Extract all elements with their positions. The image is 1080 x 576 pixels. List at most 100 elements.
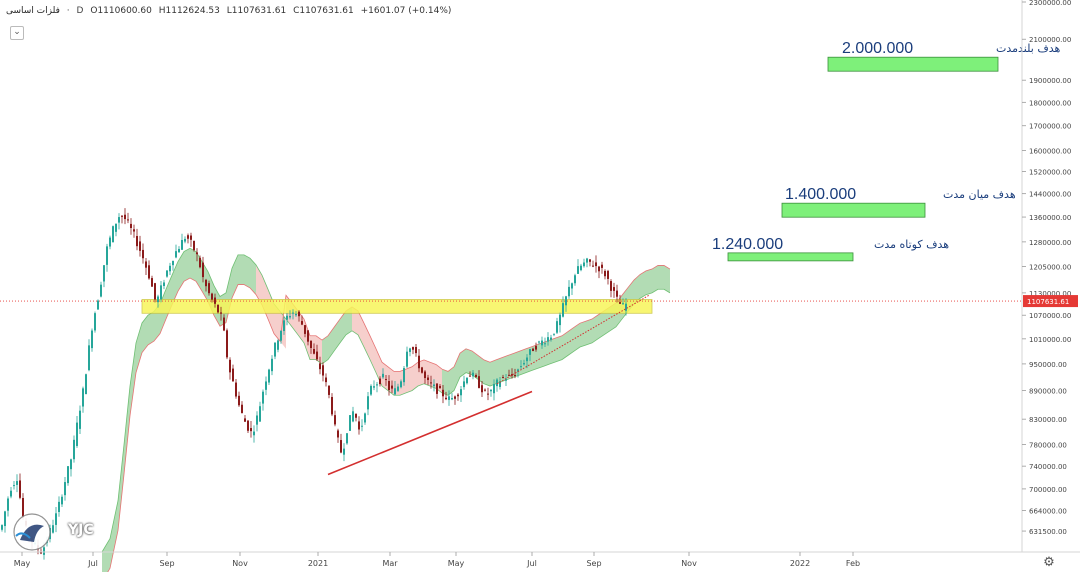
- candle-body: [175, 251, 177, 258]
- candle-body: [382, 373, 384, 378]
- candle-body: [532, 348, 534, 352]
- candle-body: [520, 366, 522, 368]
- candle-body: [79, 410, 81, 429]
- chart-settings-button[interactable]: ⚙: [1042, 556, 1056, 570]
- candle-body: [103, 265, 105, 282]
- candle-body: [199, 257, 201, 268]
- cloud-segment: [538, 342, 544, 369]
- candle-body: [445, 397, 447, 400]
- cloud-segment: [598, 310, 604, 339]
- candle-body: [238, 395, 240, 406]
- candle-body: [556, 321, 558, 333]
- candle-body: [73, 439, 75, 460]
- candle-body: [619, 302, 621, 304]
- candle-body: [274, 342, 276, 357]
- targets-layer: 2.000.000 هدف بلندمدت 1.400.000 هدف میان مد…: [712, 40, 1060, 262]
- candle-body: [154, 283, 156, 300]
- y-tick-label: 1205000.00: [1029, 264, 1071, 272]
- candle-body: [466, 377, 468, 384]
- y-tick-label: 1010000.00: [1029, 336, 1071, 344]
- candle-body: [544, 343, 546, 345]
- candle-body: [109, 237, 111, 247]
- time-axis[interactable]: May Jul Sep Nov 2021 Mar May Jul Sep Nov 2022 Feb: [0, 551, 1080, 568]
- cloud-segment: [328, 327, 334, 360]
- x-tick-label: Nov: [232, 559, 248, 568]
- candle-body: [313, 348, 315, 354]
- candle-body: [124, 214, 126, 220]
- candle-body: [232, 368, 234, 382]
- candle-body: [370, 385, 372, 395]
- candle-body: [247, 420, 249, 431]
- y-tick-label: 780000.00: [1029, 442, 1067, 450]
- candle-body: [361, 425, 363, 427]
- candle-body: [457, 394, 459, 397]
- candle-body: [598, 266, 600, 272]
- candle-body: [352, 411, 354, 422]
- cloud-segment: [322, 335, 328, 364]
- trendline-layer: [327, 294, 651, 476]
- collapse-legend-button[interactable]: ⌄: [10, 26, 24, 40]
- candle-body: [559, 314, 561, 326]
- candle-body: [211, 293, 213, 300]
- candle-body: [214, 297, 216, 304]
- candle-body: [160, 285, 162, 300]
- candle-body: [571, 283, 573, 289]
- candle-body: [223, 317, 225, 331]
- candle-body: [142, 249, 144, 259]
- candle-body: [307, 330, 309, 342]
- candle-body: [268, 369, 270, 383]
- y-tick-label: 740000.00: [1029, 463, 1067, 471]
- candle-body: [433, 384, 435, 387]
- candle-body: [193, 241, 195, 251]
- candle-body: [133, 229, 135, 232]
- y-tick-label: 1600000.00: [1029, 148, 1071, 156]
- candle-body: [385, 379, 387, 381]
- target-value: 2.000.000: [842, 40, 913, 57]
- chevron-down-icon: ⌄: [13, 27, 21, 37]
- x-tick-label: 2022: [790, 559, 810, 568]
- cloud-segment: [466, 348, 472, 375]
- cloud-segment: [586, 319, 592, 345]
- candle-body: [139, 241, 141, 251]
- candle-body: [61, 496, 63, 505]
- candle-body: [217, 304, 219, 313]
- candle-body: [541, 340, 543, 346]
- cloud-segment: [124, 386, 130, 475]
- candle-body: [397, 386, 399, 391]
- candle-body: [97, 300, 99, 310]
- candle-body: [67, 466, 69, 484]
- candle-body: [580, 265, 582, 271]
- x-tick-label: Nov: [681, 559, 697, 568]
- support-zone-layer: [141, 299, 653, 314]
- legend-change: +1601.07 (+0.14%): [360, 6, 452, 16]
- candle-body: [310, 340, 312, 349]
- candle-body: [334, 415, 336, 425]
- candle-body: [301, 321, 303, 325]
- candle-body: [85, 374, 87, 395]
- cloud-segment: [448, 366, 454, 396]
- y-tick-label: 631500.00: [1029, 528, 1067, 536]
- candle-body: [622, 303, 624, 305]
- candle-body: [508, 374, 510, 376]
- cloud-segment: [520, 348, 526, 375]
- legend-low: L1107631.61: [226, 6, 287, 16]
- cloud-segment: [148, 311, 154, 345]
- price-axis[interactable]: 2300000.00 2100000.00 1900000.00 1800000.00…: [1021, 0, 1071, 552]
- cloud-segment: [664, 265, 670, 293]
- cloud-segment: [472, 350, 478, 380]
- candle-body: [505, 378, 507, 381]
- candle-body: [553, 333, 555, 335]
- cloud-segment: [412, 362, 418, 391]
- y-tick-label: 1700000.00: [1029, 123, 1071, 131]
- candle-body: [169, 265, 171, 272]
- cloud-segment: [346, 306, 352, 335]
- cloud-segment: [370, 335, 376, 373]
- cloud-segment: [508, 353, 514, 380]
- target-label: هدف بلندمدت: [996, 42, 1060, 55]
- cloud-segment: [382, 362, 388, 391]
- cloud-segment: [544, 340, 550, 367]
- trendline: [327, 390, 533, 476]
- candle-body: [460, 389, 462, 396]
